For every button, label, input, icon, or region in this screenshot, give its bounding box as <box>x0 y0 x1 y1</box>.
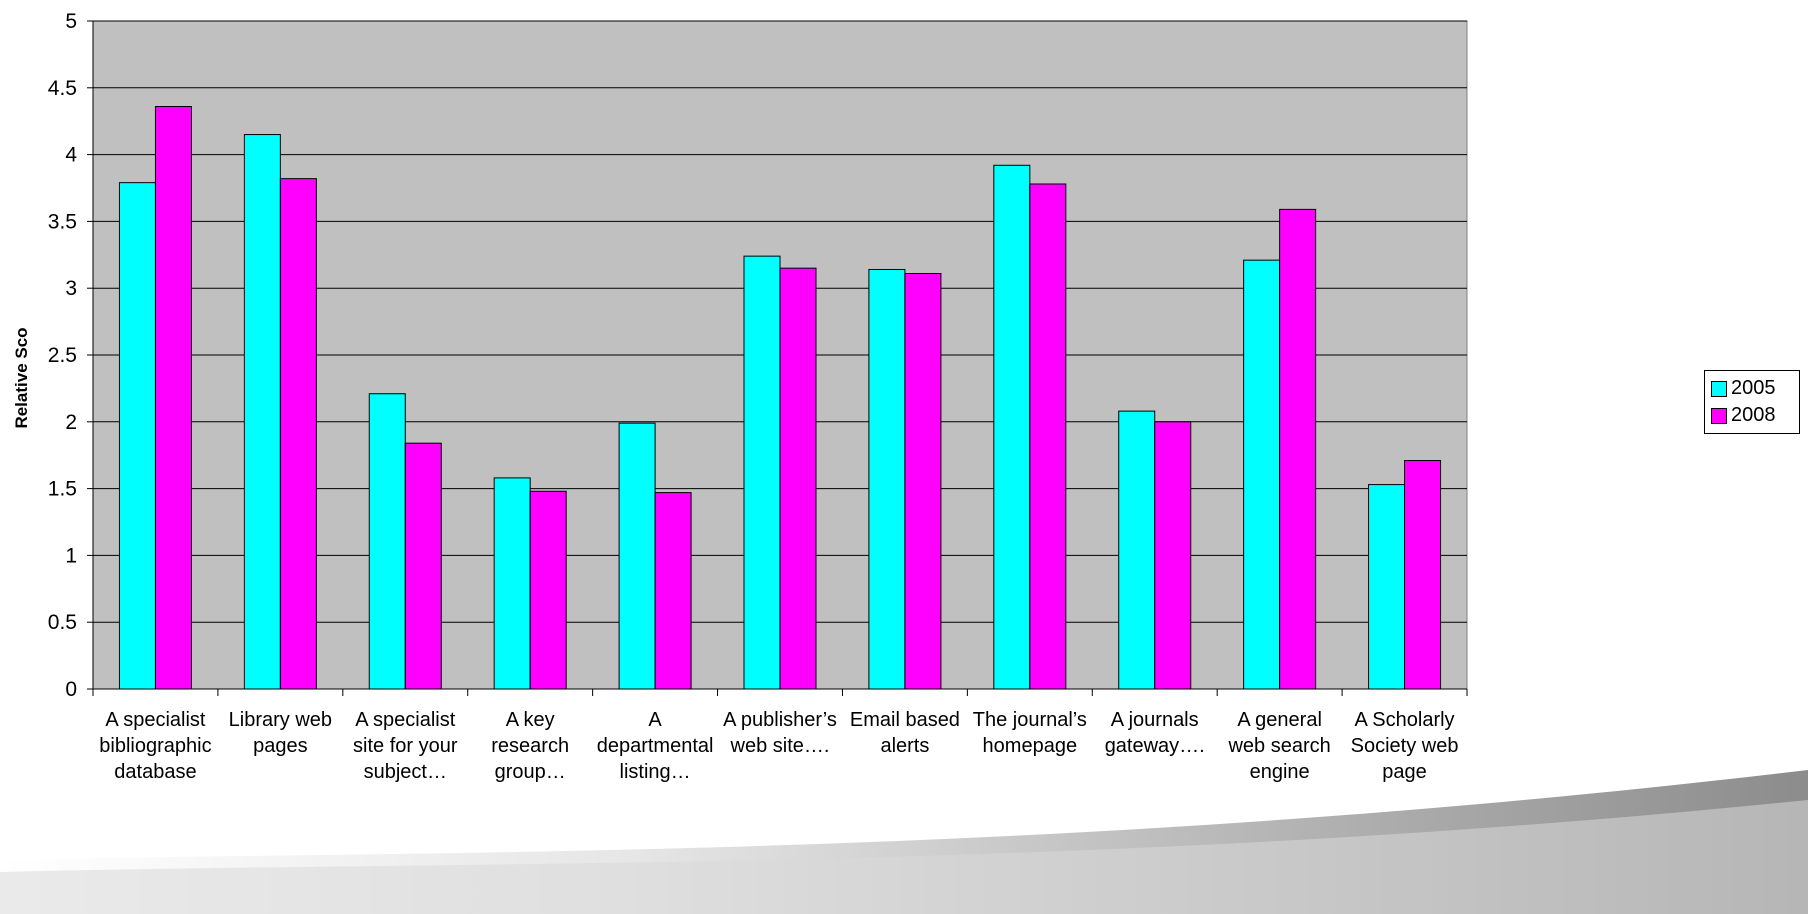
x-category-label: A Scholarly Society web page <box>1351 709 1459 783</box>
bar-2005 <box>1243 259 1281 690</box>
bar-2005 <box>743 255 781 690</box>
legend-swatch-2005 <box>1711 380 1727 397</box>
x-category-label: A journals gateway…. <box>1105 709 1205 757</box>
y-tick-label: 1 <box>65 544 77 567</box>
bar-2005 <box>1368 484 1406 690</box>
y-tick-label: 2.5 <box>48 344 77 367</box>
x-category-label: A publisher’s web site…. <box>723 709 837 757</box>
y-tick-label: 4.5 <box>48 77 77 100</box>
y-tick-label: 5 <box>65 10 77 33</box>
legend-item-2005: 2005 <box>1711 375 1793 402</box>
bar-2008 <box>1404 460 1442 690</box>
bar-2008 <box>404 442 442 690</box>
y-tick-label: 1.5 <box>48 478 77 501</box>
bar-2008 <box>529 490 567 690</box>
y-tick-label: 3.5 <box>48 210 77 233</box>
bar-2005 <box>493 477 531 690</box>
bar-2005 <box>1118 410 1156 690</box>
y-tick-label: 4 <box>65 144 77 167</box>
x-category-label: Email based alerts <box>850 709 960 757</box>
y-tick-labels: 0 0.5 1 1.5 2 2.5 3 3.5 4 4.5 5 <box>48 10 78 701</box>
axes <box>87 20 1468 696</box>
y-tick-label: 0.5 <box>48 611 77 634</box>
bar-2008 <box>654 492 692 690</box>
bar-2005 <box>368 393 406 690</box>
x-category-label: A general web search engine <box>1227 709 1330 783</box>
x-category-label: The journal’s homepage <box>973 709 1087 757</box>
x-category-label: A key research group… <box>491 709 569 783</box>
bar-2008 <box>779 267 817 690</box>
x-category-label: Library web pages <box>229 709 332 757</box>
bar-2008 <box>1279 208 1317 690</box>
y-axis-title: Relative Sco <box>12 327 31 428</box>
bars <box>118 106 1442 690</box>
y-tick-label: 3 <box>65 277 77 300</box>
bar-2008 <box>1029 183 1067 690</box>
bar-2008 <box>279 178 317 690</box>
bar-2008 <box>154 106 192 690</box>
y-tick-label: 2 <box>65 411 77 434</box>
legend-item-2008: 2008 <box>1711 402 1793 429</box>
x-category-labels: A specialist bibliographic database Library… <box>99 709 1458 783</box>
bar-2005 <box>868 268 906 690</box>
legend-label-2005: 2005 <box>1731 377 1776 399</box>
legend: 2005 2008 <box>1704 370 1800 434</box>
legend-label-2008: 2008 <box>1731 404 1776 426</box>
x-category-label: A specialist bibliographic database <box>99 709 211 783</box>
bar-2005 <box>993 164 1031 690</box>
x-category-label: A specialist site for your subject… <box>353 709 458 783</box>
bar-2008 <box>1154 421 1192 690</box>
bar-2008 <box>904 273 942 690</box>
bar-2005 <box>243 134 281 690</box>
bar-2005 <box>618 422 656 690</box>
y-tick-label: 0 <box>65 678 77 701</box>
legend-swatch-2008 <box>1711 407 1727 424</box>
bar-2005 <box>118 182 156 690</box>
